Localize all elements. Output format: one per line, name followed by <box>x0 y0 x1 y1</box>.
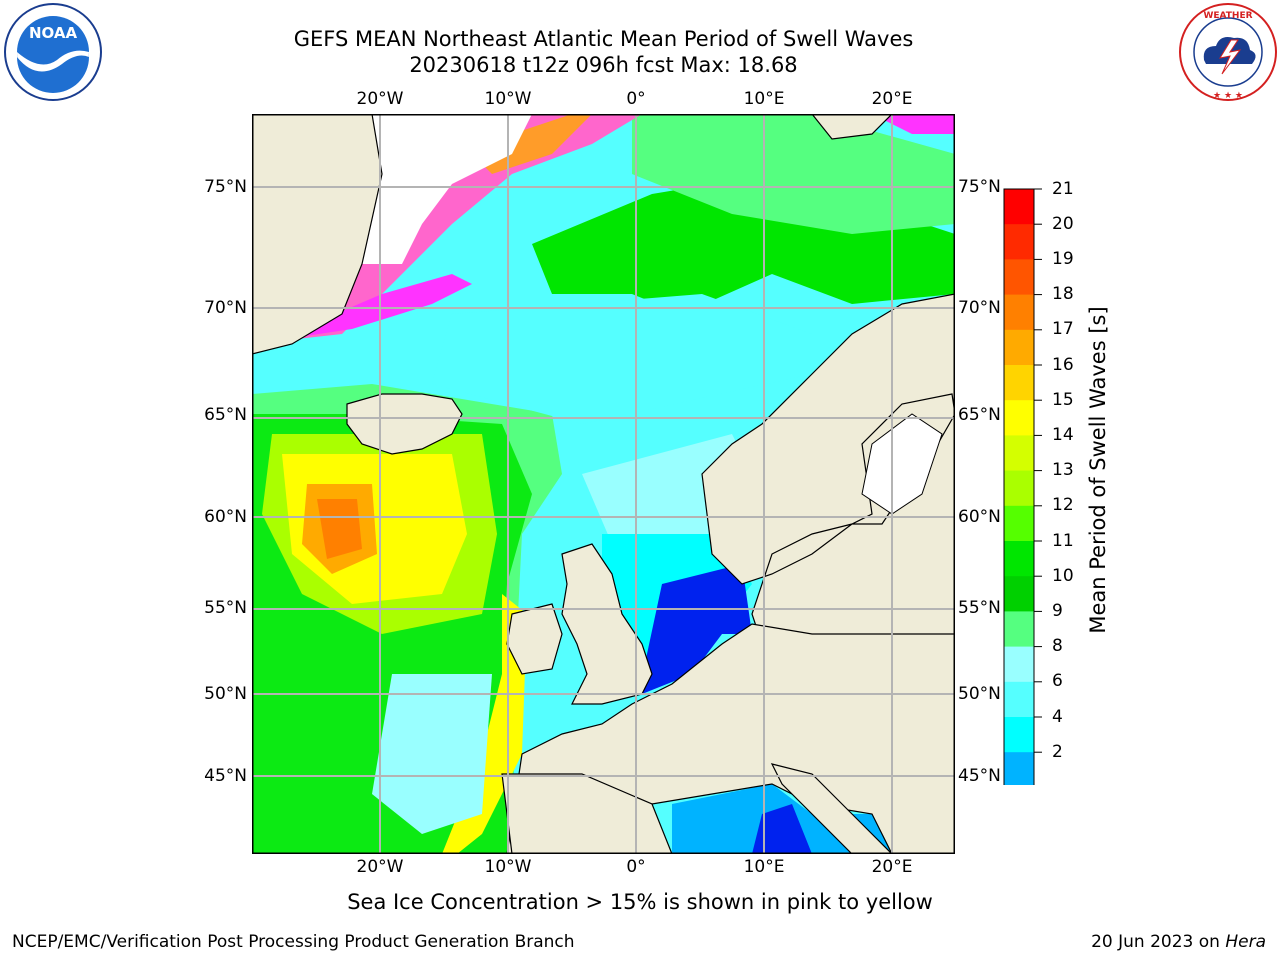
lon-label-bottom: 10°E <box>743 857 785 877</box>
colorbar-title: Mean Period of Swell Waves [s] <box>1086 306 1110 634</box>
greenland <box>252 114 383 355</box>
lat-label-left: 55°N <box>204 598 247 618</box>
colorbar-segment <box>1004 611 1034 648</box>
colorbar-tick-label: 14 <box>1052 425 1074 445</box>
lat-label-right: 65°N <box>958 405 1001 425</box>
lat-label-right: 50°N <box>958 684 1001 704</box>
machine-name: Hera <box>1225 932 1266 952</box>
lat-label-right: 55°N <box>958 598 1001 618</box>
lat-label-left: 60°N <box>204 507 247 527</box>
lat-label-left: 70°N <box>204 298 247 318</box>
colorbar-segment <box>1004 752 1034 785</box>
lon-label-top: 0° <box>626 89 646 109</box>
lon-label-top: 10°W <box>484 89 532 109</box>
colorbar-segment <box>1004 294 1034 331</box>
italy <box>770 763 893 854</box>
colorbar-segment <box>1004 400 1034 436</box>
run-date: 20 Jun 2023 on Hera <box>1091 932 1266 952</box>
svg-text:★ ★ ★: ★ ★ ★ <box>1213 91 1243 101</box>
colorbar-tick-label: 13 <box>1052 460 1074 480</box>
colorbar-segment <box>1004 259 1034 296</box>
colorbar-tick-label: 8 <box>1052 636 1063 656</box>
colorbar-segment <box>1004 329 1034 366</box>
colorbar-tick-label: 21 <box>1052 179 1074 199</box>
lat-label-left: 65°N <box>204 405 247 425</box>
swell-period-map <box>252 114 955 854</box>
noaa-logo: NOAA <box>4 3 102 101</box>
colorbar-segment <box>1004 541 1034 577</box>
lon-label-top: 20°W <box>356 89 404 109</box>
lat-label-right: 70°N <box>958 298 1001 318</box>
graticule <box>252 114 955 854</box>
great-britain <box>561 543 653 705</box>
lat-label-right: 45°N <box>958 766 1001 786</box>
iceland <box>346 393 463 455</box>
colorbar-segment <box>1004 505 1034 542</box>
colorbar-tick-label: 6 <box>1052 671 1063 691</box>
lon-label-bottom: 10°W <box>484 857 532 877</box>
colorbar-segment <box>1004 717 1034 753</box>
credit-line: NCEP/EMC/Verification Post Processing Pr… <box>12 932 575 952</box>
nws-logo: WEATHER ★ ★ ★ <box>1179 3 1277 101</box>
lon-label-bottom: 20°E <box>871 857 913 877</box>
run-date-text: 20 Jun 2023 on <box>1091 932 1220 952</box>
map-title: GEFS MEAN Northeast Atlantic Mean Period… <box>293 27 914 51</box>
colorbar-segment <box>1004 189 1034 225</box>
colorbar-tick-label: 9 <box>1052 601 1063 621</box>
lat-label-right: 75°N <box>958 177 1001 197</box>
colorbar-tick-label: 18 <box>1052 284 1074 304</box>
colorbar <box>1003 188 1042 785</box>
colorbar-tick-label: 12 <box>1052 495 1074 515</box>
colorbar-tick-label: 15 <box>1052 390 1074 410</box>
colorbar-segment <box>1004 365 1034 401</box>
lon-label-bottom: 0° <box>626 857 646 877</box>
colorbar-tick-label: 4 <box>1052 707 1063 727</box>
iberia <box>501 773 673 854</box>
svg-text:NOAA: NOAA <box>29 24 78 42</box>
colorbar-segment <box>1004 576 1034 612</box>
colorbar-segment <box>1004 681 1034 718</box>
north-sea-blue <box>642 564 752 694</box>
colorbar-tick-label: 17 <box>1052 319 1074 339</box>
colorbar-segment <box>1004 224 1034 260</box>
lon-label-bottom: 20°W <box>356 857 404 877</box>
svg-text:WEATHER: WEATHER <box>1203 11 1252 21</box>
lon-label-top: 20°E <box>871 89 913 109</box>
colorbar-tick-label: 19 <box>1052 249 1074 269</box>
lat-label-left: 75°N <box>204 177 247 197</box>
colorbar-segment <box>1004 435 1034 472</box>
colorbar-tick-label: 10 <box>1052 566 1074 586</box>
svalbard <box>811 114 893 140</box>
ice-no-data-north <box>362 114 532 264</box>
sea-ice-note: Sea Ice Concentration > 15% is shown in … <box>347 890 933 914</box>
colorbar-tick-label: 16 <box>1052 355 1074 375</box>
lon-label-top: 10°E <box>743 89 785 109</box>
colorbar-tick-label: 2 <box>1052 742 1063 762</box>
colorbar-segment <box>1004 646 1034 683</box>
colorbar-tick-label: 11 <box>1052 531 1074 551</box>
colorbar-segment <box>1004 470 1034 507</box>
lat-label-left: 50°N <box>204 684 247 704</box>
lat-label-left: 45°N <box>204 766 247 786</box>
gulf-of-bothnia <box>861 413 943 515</box>
map-subtitle: 20230618 t12z 096h fcst Max: 18.68 <box>409 53 798 77</box>
colorbar-tick-label: 20 <box>1052 214 1074 234</box>
lat-label-right: 60°N <box>958 507 1001 527</box>
